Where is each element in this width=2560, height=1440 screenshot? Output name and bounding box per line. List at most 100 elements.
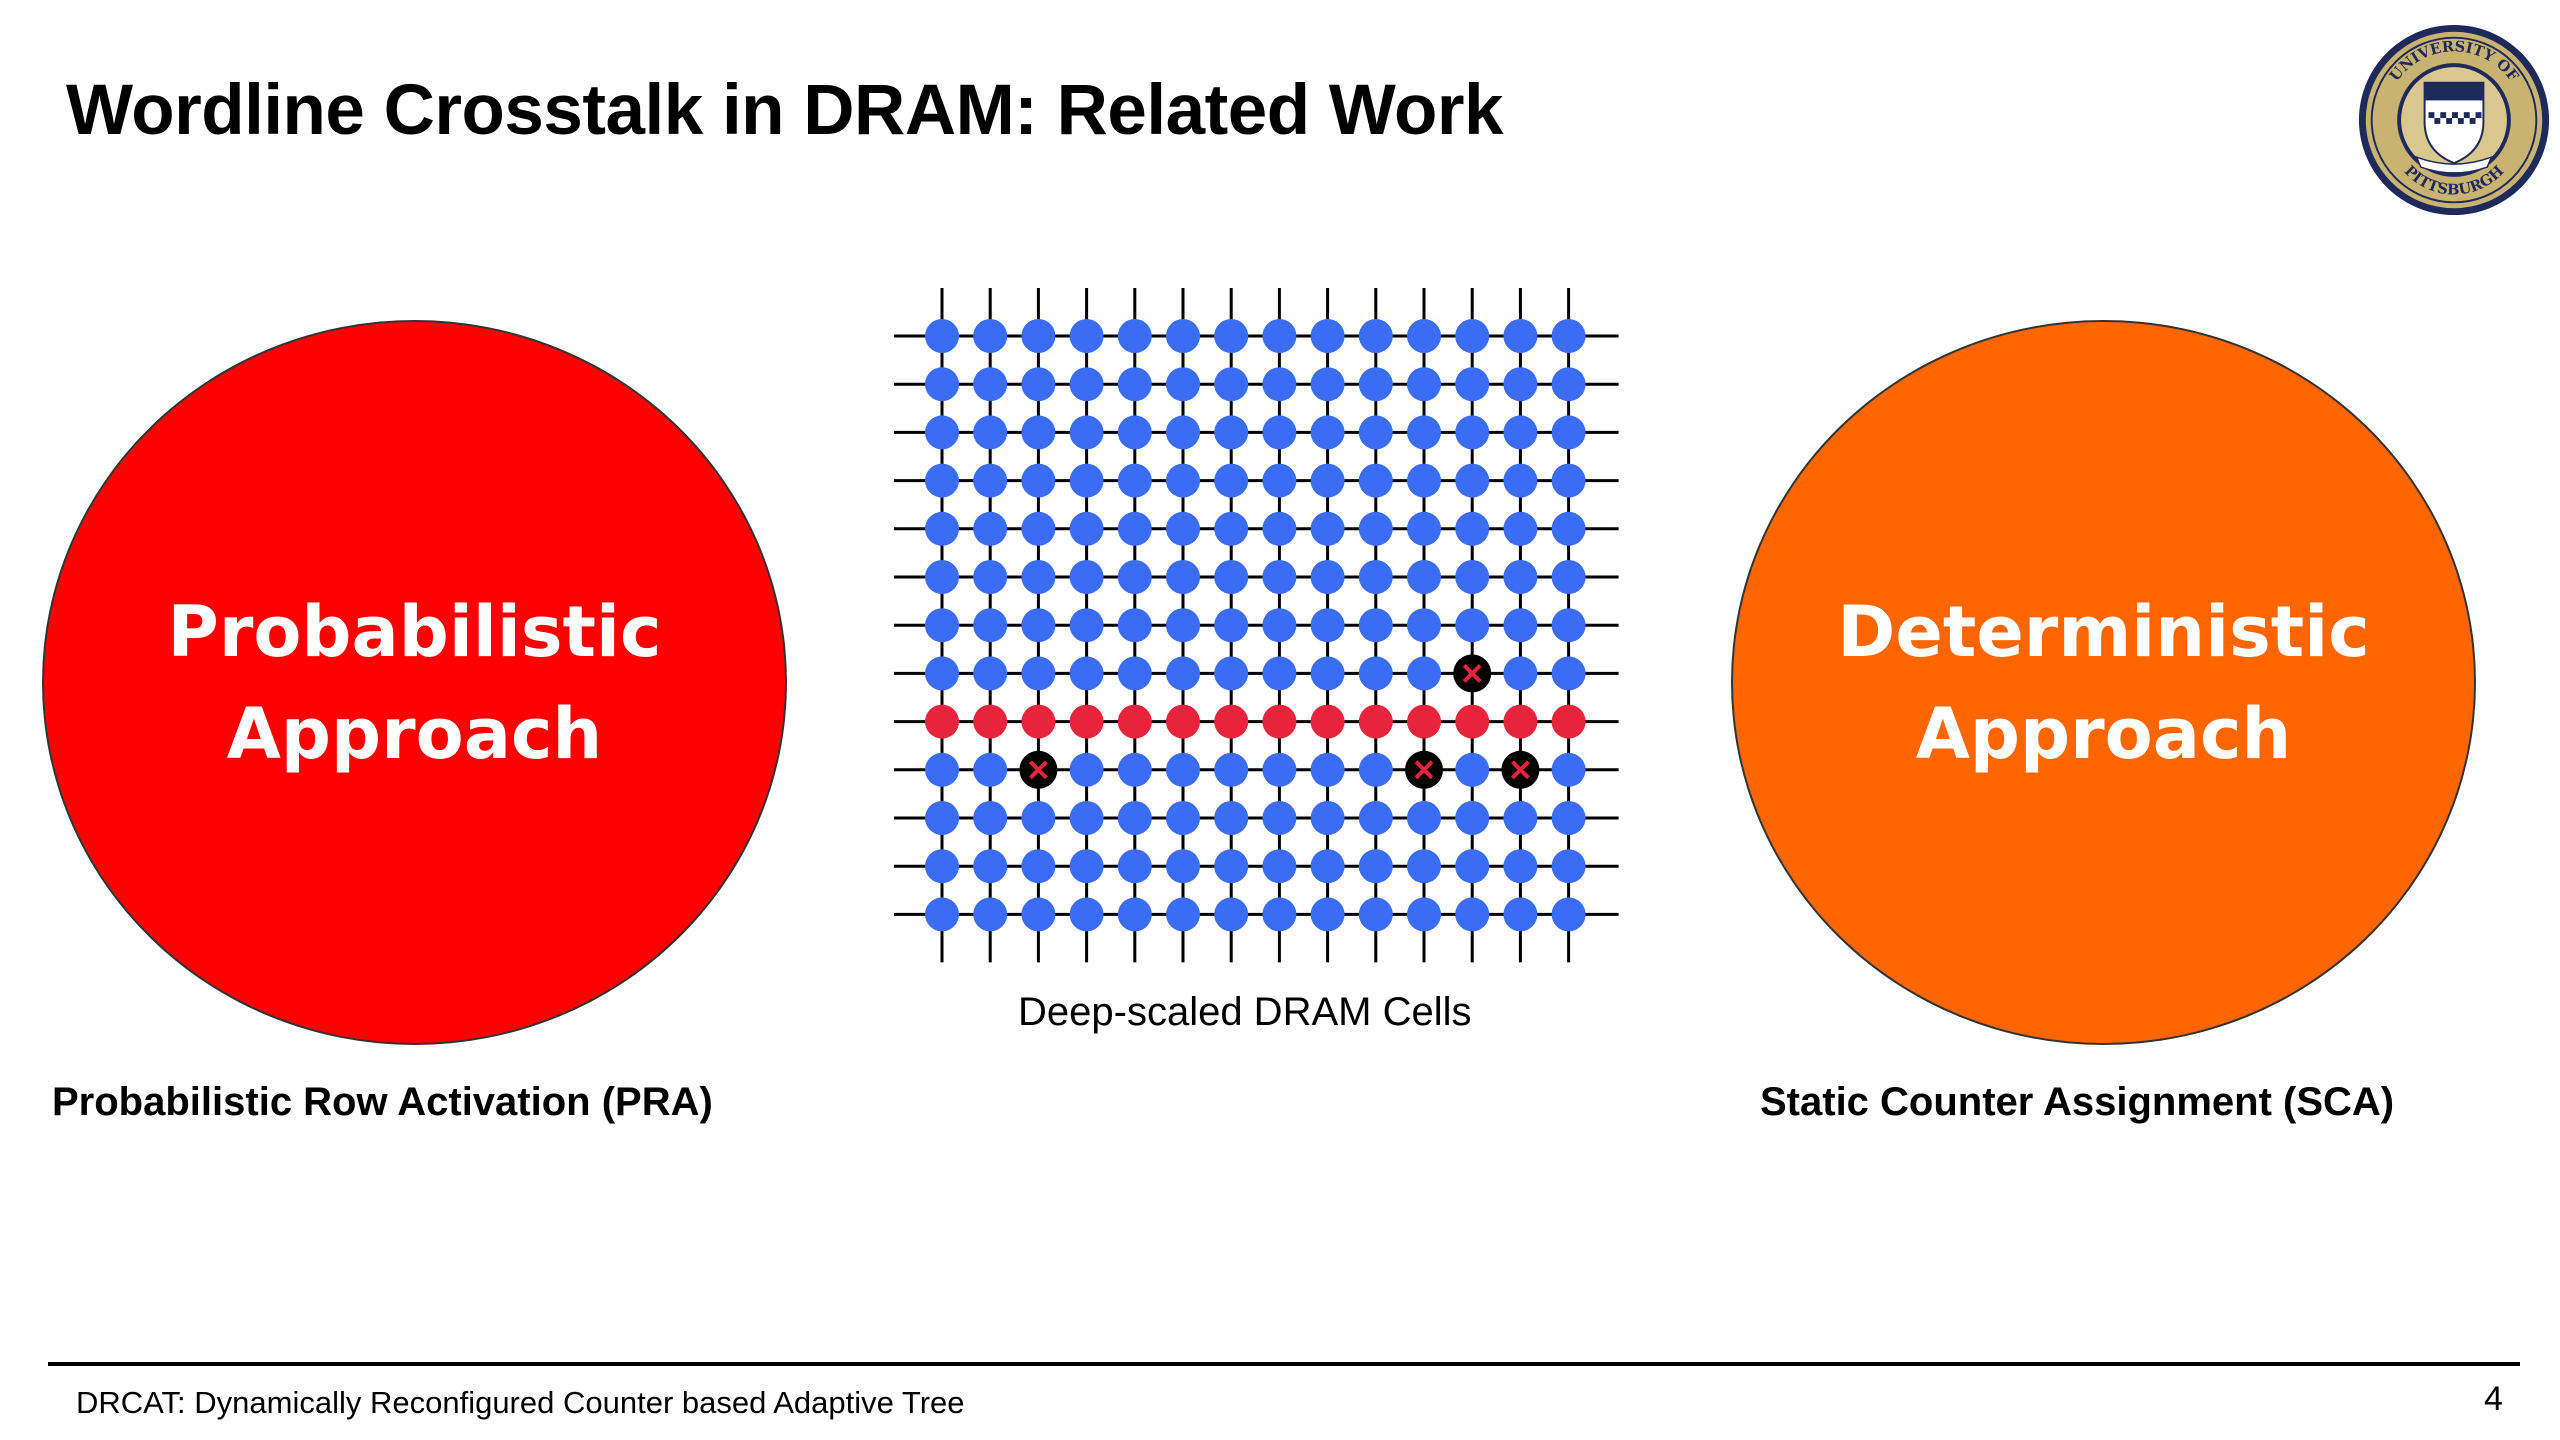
dram-cell	[1021, 849, 1056, 884]
dram-cell	[1166, 319, 1200, 353]
dram-cell	[1310, 656, 1345, 691]
dram-cell	[1117, 849, 1152, 884]
dram-cell	[973, 656, 1008, 691]
dram-cell	[1551, 849, 1586, 884]
dram-cell	[1551, 367, 1586, 402]
aggressor-cell	[1310, 704, 1345, 739]
dram-cell	[925, 897, 959, 932]
dram-cell	[1310, 319, 1345, 353]
aggressor-cell	[1551, 704, 1586, 739]
dram-cell	[1551, 897, 1586, 932]
dram-cell	[1214, 511, 1249, 546]
probabilistic-approach-circle: Probabilistic Approach	[42, 320, 787, 1045]
dram-cell	[925, 560, 959, 594]
right-circle-line2: Approach	[1915, 692, 2292, 775]
dram-cell	[1021, 511, 1056, 546]
dram-cell	[1069, 367, 1104, 402]
dram-cell	[1214, 897, 1249, 932]
aggressor-cell	[925, 704, 959, 739]
dram-cell	[1069, 463, 1104, 498]
dram-cell	[973, 849, 1008, 884]
dram-cell	[1358, 511, 1393, 546]
dram-cell	[1503, 463, 1538, 498]
sca-caption: Static Counter Assignment (SCA)	[1760, 1080, 2395, 1124]
dram-cell	[1455, 752, 1490, 787]
dram-cell	[1117, 801, 1152, 835]
dram-cell	[1069, 897, 1104, 932]
dram-cell	[1166, 849, 1200, 884]
dram-cell	[1407, 849, 1441, 884]
left-circle-line2: Approach	[226, 692, 603, 775]
dram-cell	[1117, 656, 1152, 691]
dram-cell	[1166, 801, 1200, 835]
slide-title: Wordline Crosstalk in DRAM: Related Work	[66, 71, 1504, 150]
dram-cell	[1503, 897, 1538, 932]
dram-cell	[925, 801, 959, 835]
dram-cell	[1166, 463, 1200, 498]
dram-cell	[1262, 656, 1297, 691]
dram-cell	[1262, 801, 1297, 835]
dram-cell	[1021, 560, 1056, 594]
dram-cell	[1407, 463, 1441, 498]
dram-cell	[1166, 367, 1200, 402]
dram-cell	[1021, 463, 1056, 498]
dram-cell	[1262, 319, 1297, 353]
dram-cell	[1503, 608, 1538, 643]
dram-cell	[1358, 656, 1393, 691]
dram-cell	[1117, 415, 1152, 450]
dram-cell	[925, 415, 959, 450]
dram-cell	[1166, 897, 1200, 932]
dram-cell	[1069, 415, 1104, 450]
aggressor-cell	[1021, 704, 1056, 739]
pra-caption: Probabilistic Row Activation (PRA)	[52, 1080, 713, 1124]
dram-cell	[973, 897, 1008, 932]
dram-cell	[1021, 656, 1056, 691]
dram-cell	[1310, 415, 1345, 450]
dram-cell	[1407, 319, 1441, 353]
dram-cell	[1455, 319, 1490, 353]
dram-cell	[1310, 511, 1345, 546]
dram-cell	[1117, 897, 1152, 932]
dram-cell	[1214, 801, 1249, 835]
dram-cell	[925, 319, 959, 353]
dram-cell	[1214, 367, 1249, 402]
dram-cell	[1503, 319, 1538, 353]
dram-cell	[1503, 415, 1538, 450]
dram-cell	[1407, 897, 1441, 932]
dram-cell	[1310, 752, 1345, 787]
dram-cell	[973, 367, 1008, 402]
dram-cell	[1262, 849, 1297, 884]
dram-cell	[1407, 560, 1441, 594]
dram-cell-grid-diagram	[894, 288, 1619, 963]
aggressor-cell	[1455, 704, 1490, 739]
dram-cell	[1214, 849, 1249, 884]
dram-cell	[1214, 319, 1249, 353]
dram-cell	[1358, 319, 1393, 353]
dram-cell	[1358, 849, 1393, 884]
dram-cell	[973, 608, 1008, 643]
dram-cell	[973, 801, 1008, 835]
dram-cell	[1407, 608, 1441, 643]
dram-cell	[1069, 801, 1104, 835]
dram-cell	[973, 560, 1008, 594]
dram-cell	[1358, 897, 1393, 932]
dram-cell	[1214, 752, 1249, 787]
dram-cell	[1310, 367, 1345, 402]
dram-cell	[1358, 752, 1393, 787]
dram-cell	[1214, 560, 1249, 594]
dram-cell	[1551, 415, 1586, 450]
dram-cell	[1069, 752, 1104, 787]
aggressor-cell	[1503, 704, 1538, 739]
dram-cell	[925, 656, 959, 691]
dram-cell	[925, 511, 959, 546]
dram-cell	[1310, 608, 1345, 643]
dram-cell	[1214, 656, 1249, 691]
aggressor-cell	[1214, 704, 1249, 739]
dram-cell	[1069, 608, 1104, 643]
dram-cell	[1262, 752, 1297, 787]
failed-cell	[1405, 750, 1443, 789]
dram-cell	[1455, 608, 1490, 643]
aggressor-cell	[1407, 704, 1441, 739]
dram-cell	[1551, 463, 1586, 498]
dram-cell	[1262, 511, 1297, 546]
